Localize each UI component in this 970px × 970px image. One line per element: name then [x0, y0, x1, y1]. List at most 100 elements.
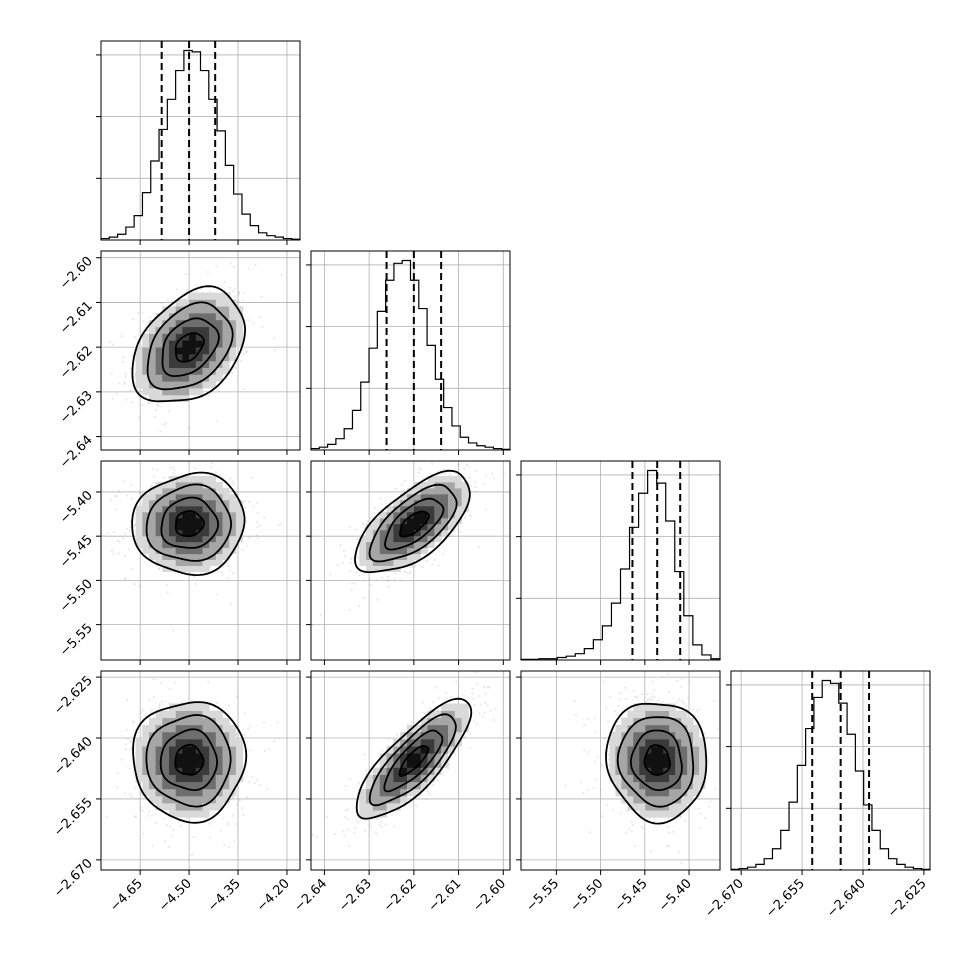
- y-tick-label: −2.625: [51, 673, 96, 718]
- density-cell: [407, 559, 415, 566]
- density-cell: [366, 803, 374, 811]
- scatter-point: [481, 715, 484, 718]
- density-cell: [663, 753, 670, 761]
- scatter-point: [667, 844, 670, 847]
- density-cell: [222, 340, 230, 348]
- density-cell: [169, 810, 177, 818]
- density-cell: [420, 746, 428, 754]
- scatter-point: [200, 288, 203, 291]
- scatter-point: [647, 698, 650, 701]
- scatter-point: [348, 844, 351, 848]
- scatter-point: [601, 815, 604, 818]
- density-cell: [400, 781, 408, 790]
- scatter-point: [247, 319, 250, 322]
- scatter-point: [681, 700, 684, 703]
- density-cell: [413, 511, 422, 519]
- density-cell: [149, 547, 157, 555]
- density-cell: [169, 746, 177, 754]
- density-cell: [393, 547, 401, 555]
- scatter-point: [386, 575, 389, 579]
- density-cell: [639, 717, 646, 726]
- scatter-point: [684, 704, 687, 707]
- scatter-point: [608, 696, 612, 699]
- density-cell: [448, 505, 456, 513]
- density-cell: [407, 488, 415, 495]
- density-cell: [189, 547, 197, 555]
- density-cell: [400, 493, 408, 501]
- x-tick-label: −2.63: [336, 876, 375, 915]
- density-cell: [202, 340, 210, 348]
- scatter-point: [469, 746, 472, 750]
- density-cell: [434, 488, 442, 495]
- density-cell: [155, 541, 163, 549]
- scatter-point: [408, 572, 411, 575]
- scatter-point: [149, 316, 152, 319]
- density-cell: [189, 347, 197, 355]
- density-cell: [645, 781, 652, 790]
- contour-line: [145, 714, 232, 808]
- density-cell: [195, 559, 203, 566]
- density-cell: [407, 523, 415, 531]
- density-cell: [420, 541, 428, 549]
- scatter-point: [125, 698, 129, 701]
- density-cell: [657, 746, 664, 754]
- scatter-point: [449, 473, 452, 477]
- scatter-point: [649, 699, 652, 702]
- scatter-point: [348, 608, 351, 611]
- density-cell: [182, 541, 190, 549]
- density-cell: [407, 731, 415, 740]
- density-cell: [195, 535, 203, 543]
- scatter-point: [429, 707, 432, 710]
- density-cell: [175, 476, 183, 483]
- density-cell: [427, 511, 435, 519]
- y-tick-label: −5.55: [57, 621, 96, 660]
- density-cell: [386, 535, 394, 543]
- density-cell: [386, 760, 394, 768]
- density-cell: [202, 739, 210, 747]
- density-cell: [427, 717, 435, 726]
- scatter-point: [380, 576, 384, 579]
- density-cell: [135, 347, 143, 355]
- density-cell: [209, 523, 217, 531]
- density-cell: [155, 360, 163, 368]
- scatter-point: [464, 735, 467, 739]
- density-cell: [427, 724, 435, 733]
- density-cell: [669, 717, 676, 726]
- density-cell: [169, 724, 177, 733]
- density-cell: [645, 724, 652, 733]
- scatter-point: [221, 817, 224, 820]
- scatter-point: [483, 711, 486, 715]
- scatter-point: [413, 565, 416, 568]
- density-cell: [215, 313, 223, 321]
- scatter-point: [624, 697, 628, 701]
- scatter-point: [641, 693, 644, 696]
- density-cell: [149, 553, 157, 560]
- scatter-point: [207, 681, 210, 684]
- density-cell: [142, 788, 150, 797]
- density-cell: [202, 753, 210, 761]
- density-cell: [222, 547, 230, 555]
- scatter-point: [160, 701, 163, 704]
- density-cell: [135, 753, 143, 761]
- density-cell: [182, 703, 190, 711]
- density-cell: [149, 717, 157, 726]
- density-cell: [454, 476, 462, 483]
- density-cell: [189, 313, 197, 321]
- density-cell: [229, 746, 237, 754]
- density-cell: [441, 753, 449, 761]
- density-cell: [372, 535, 381, 543]
- density-cell: [407, 505, 415, 513]
- density-cell: [195, 717, 203, 726]
- scatter-point: [417, 719, 420, 722]
- density-cell: [175, 559, 183, 566]
- density-cell: [155, 388, 163, 396]
- density-cell: [454, 710, 462, 719]
- density-cell: [669, 753, 676, 761]
- scatter-point: [633, 844, 636, 847]
- density-cell: [639, 810, 646, 818]
- density-cell: [621, 739, 628, 747]
- density-cell: [142, 381, 150, 389]
- density-cell: [175, 505, 183, 513]
- density-cell: [209, 333, 217, 341]
- scatter-point: [448, 763, 451, 766]
